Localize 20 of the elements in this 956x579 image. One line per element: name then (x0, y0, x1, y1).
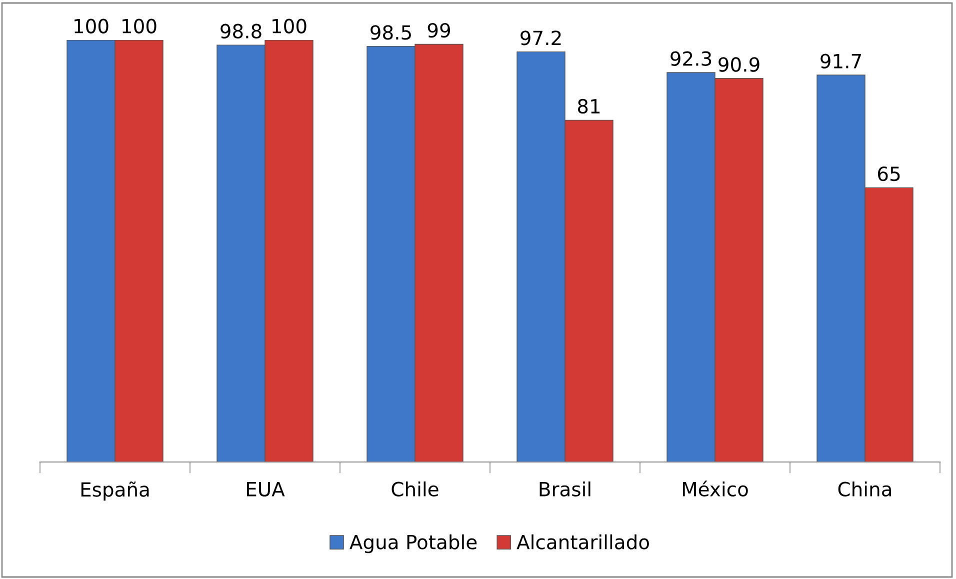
data-label: 90.9 (718, 57, 760, 72)
legend-label: Agua Potable (350, 534, 477, 554)
x-tick-label: España (81, 481, 149, 501)
data-label: 100 (122, 18, 156, 34)
x-tick-label: EUA (247, 482, 285, 496)
data-label: 99 (428, 22, 450, 38)
data-label: 81 (578, 98, 600, 114)
x-tick-label: México (682, 480, 748, 496)
data-label: 100 (74, 18, 108, 34)
x-tick-label: Chile (392, 481, 438, 496)
x-tick-label: Brasil (540, 481, 590, 496)
legend-label: Alcantarillado (516, 534, 649, 550)
data-label: 97.2 (520, 30, 561, 46)
data-label: 98.8 (220, 24, 262, 39)
data-label: 98.5 (370, 25, 411, 40)
data-label: 100 (272, 18, 306, 34)
data-label: 65 (878, 166, 900, 182)
data-label: 91.7 (820, 54, 861, 68)
x-tick-label: China (838, 481, 892, 496)
data-label: 92.3 (670, 51, 712, 66)
